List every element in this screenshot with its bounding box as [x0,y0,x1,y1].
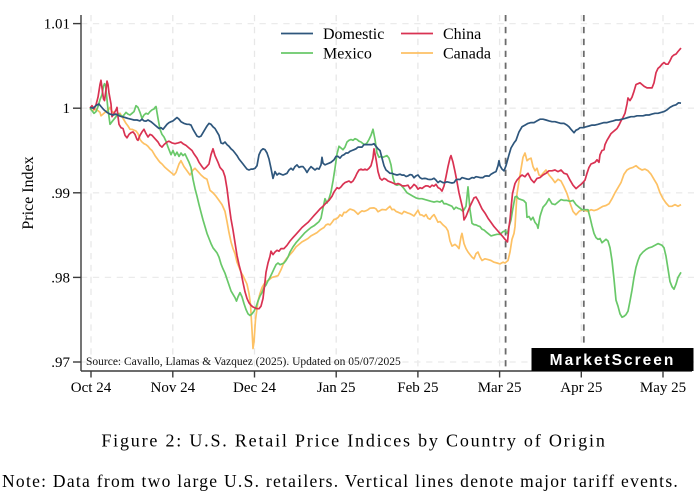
svg-text:May 25: May 25 [640,380,686,396]
svg-text:Feb 25: Feb 25 [397,380,438,396]
svg-text:Oct 24: Oct 24 [71,380,112,396]
svg-text:Domestic: Domestic [323,26,384,43]
svg-text:.97: .97 [51,355,70,371]
svg-text:1: 1 [63,101,71,117]
svg-text:Price Index: Price Index [20,156,37,229]
svg-text:Nov 24: Nov 24 [151,380,196,396]
svg-text:.99: .99 [51,186,70,202]
svg-text:Apr 25: Apr 25 [560,380,602,396]
svg-text:Source: Cavallo, Llamas & Vazq: Source: Cavallo, Llamas & Vazquez (2025)… [86,356,401,368]
svg-text:Canada: Canada [443,46,491,63]
svg-text:Mar 25: Mar 25 [478,380,522,396]
svg-text:1.01: 1.01 [44,17,70,33]
svg-text:China: China [443,26,481,43]
svg-text:Jan 25: Jan 25 [317,380,356,396]
svg-text:Mexico: Mexico [323,46,372,63]
svg-text:Figure 2: U.S. Retail Price In: Figure 2: U.S. Retail Price Indices by C… [101,431,606,451]
svg-text:Dec 24: Dec 24 [233,380,276,396]
svg-text:MarketScreen: MarketScreen [550,352,676,369]
svg-text:Note: Data from two large U.S.: Note: Data from two large U.S. retailers… [2,471,679,491]
svg-text:.98: .98 [51,270,70,286]
